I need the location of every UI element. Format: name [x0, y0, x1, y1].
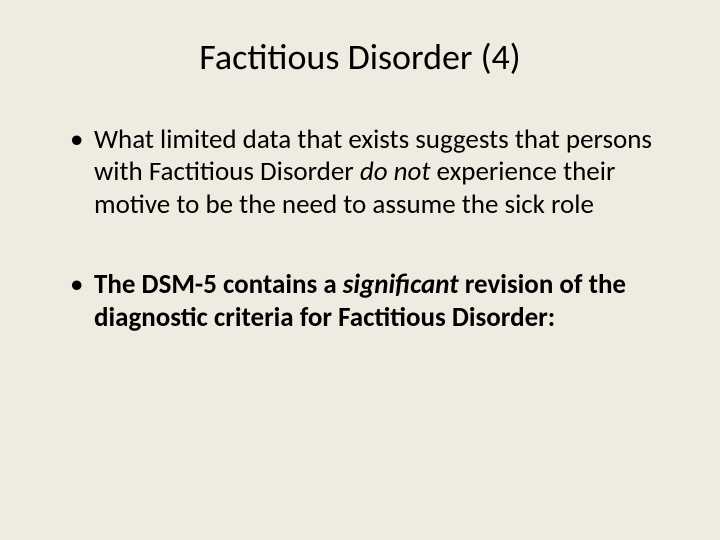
bullet-item-2: The DSM-5 contains a significant revisio… [70, 269, 685, 334]
slide-title: Factitious Disorder (4) [35, 35, 685, 79]
slide-container: Factitious Disorder (4) What limited dat… [0, 0, 720, 540]
bullet-1-seg-1: do not [360, 155, 431, 188]
bullet-2-seg-1: significant [343, 268, 459, 301]
bullet-item-1: What limited data that exists suggests t… [70, 124, 685, 221]
bullet-list: What limited data that exists suggests t… [35, 124, 685, 334]
bullet-2-seg-0: The DSM-5 contains a [94, 268, 343, 301]
